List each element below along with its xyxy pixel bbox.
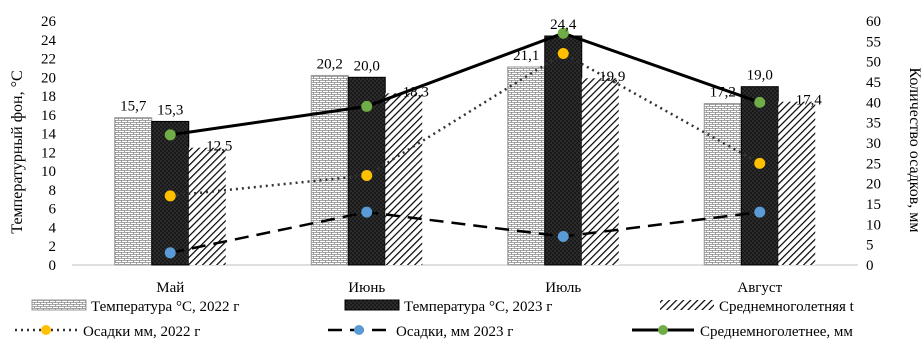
legend-label: Температура °С, 2023 г [404, 299, 552, 315]
bar [740, 86, 779, 266]
x-tick-label: Июнь [348, 280, 385, 296]
bar [703, 103, 742, 266]
series-point [557, 27, 569, 39]
data-label: 12,5 [206, 139, 232, 155]
legend-label: Среднемноголетняя t [719, 299, 855, 315]
y-right-tick-label: 15 [866, 197, 881, 213]
legend-marker [354, 325, 364, 335]
series-point [361, 206, 373, 218]
legend-marker [41, 325, 51, 335]
x-tick-label: Май [156, 280, 184, 296]
lines: 15,7 20,2 21,1 17,2 15,3 20,0 24,4 19,0 12,5 18,3… [120, 17, 823, 259]
legend-label: Осадки, мм 2023 г [396, 324, 513, 340]
y-right-tick-label: 30 [866, 136, 881, 152]
series-point [557, 231, 569, 243]
y-left-tick-label: 26 [41, 14, 57, 30]
series-point [164, 247, 176, 259]
legend-swatch [660, 300, 714, 310]
y-right-tick-label: 60 [866, 14, 881, 30]
y-right-tick-label: 20 [866, 177, 881, 193]
legend: Температура °С, 2022 г Температура °С, 20… [15, 299, 855, 340]
legend-marker [658, 325, 668, 335]
data-label: 21,1 [513, 48, 539, 64]
category-labels: Май Июнь Июль Август [156, 280, 782, 296]
y-right-tick-label: 35 [866, 116, 881, 132]
series-point [164, 129, 176, 141]
y-left-tick-label: 14 [41, 127, 57, 143]
legend-swatch [344, 299, 400, 311]
y-left-tick-label: 24 [41, 33, 57, 49]
y-right-tick-label: 45 [866, 75, 881, 91]
bar [544, 35, 583, 266]
series-point [557, 48, 569, 60]
bar [114, 117, 153, 266]
y-left-tick-label: 4 [49, 220, 57, 236]
y-left-tick-label: 20 [41, 70, 56, 86]
y-right-tick-label: 40 [866, 95, 881, 111]
y-axis-right-title: Количество осадков, мм [906, 68, 923, 233]
bar [310, 74, 349, 266]
y-left-tick-label: 6 [49, 202, 57, 218]
data-label: 17,4 [796, 93, 823, 109]
bar [581, 78, 619, 265]
bar [188, 147, 226, 265]
y-left-tick-label: 10 [41, 164, 56, 180]
y-left-tick-label: 22 [41, 52, 56, 68]
y-left-tick-label: 16 [41, 108, 57, 124]
series-point [754, 157, 766, 169]
data-label: 19,9 [599, 69, 625, 85]
data-label: 15,3 [157, 102, 183, 118]
y-left-tick-label: 8 [49, 183, 57, 199]
series-line [170, 31, 761, 137]
y-right-tick-label: 10 [866, 217, 881, 233]
y-right-tick-label: 5 [866, 238, 874, 254]
y-right-tick-label: 0 [866, 258, 874, 274]
series-line [170, 52, 761, 198]
series-point [164, 190, 176, 202]
y-axis-left-title: Температурный фон, °C [9, 70, 26, 233]
right-axis: 0 5 10 15 20 25 30 35 40 45 50 55 60 [866, 14, 881, 274]
data-label: 24,4 [550, 17, 577, 33]
data-label: 19,0 [747, 68, 773, 84]
data-label: 17,2 [710, 85, 736, 101]
legend-swatch [31, 299, 87, 311]
legend-label: Среднемноголетнее, мм [700, 324, 853, 340]
bar [778, 101, 816, 265]
data-label: 15,7 [120, 99, 147, 115]
bar [507, 66, 546, 266]
series-point [754, 96, 766, 108]
series-point [754, 206, 766, 218]
series-point [361, 100, 373, 112]
data-label: 18,3 [403, 84, 429, 100]
y-right-tick-label: 25 [866, 156, 881, 172]
y-left-tick-label: 2 [49, 239, 57, 255]
x-tick-label: Июль [545, 280, 581, 296]
y-right-tick-label: 50 [866, 55, 881, 71]
y-right-tick-label: 55 [866, 34, 881, 50]
legend-label: Температура °С, 2022 г [91, 299, 239, 315]
x-tick-label: Август [737, 280, 782, 296]
data-label: 20,0 [354, 58, 380, 74]
y-left-tick-label: 18 [41, 89, 56, 105]
series-point [361, 170, 373, 182]
series-line [169, 210, 760, 255]
y-left-tick-label: 0 [49, 258, 57, 274]
bar [385, 93, 423, 265]
legend-label: Осадки мм, 2022 г [83, 324, 200, 340]
data-label: 20,2 [317, 56, 343, 72]
y-left-tick-label: 12 [41, 145, 56, 161]
